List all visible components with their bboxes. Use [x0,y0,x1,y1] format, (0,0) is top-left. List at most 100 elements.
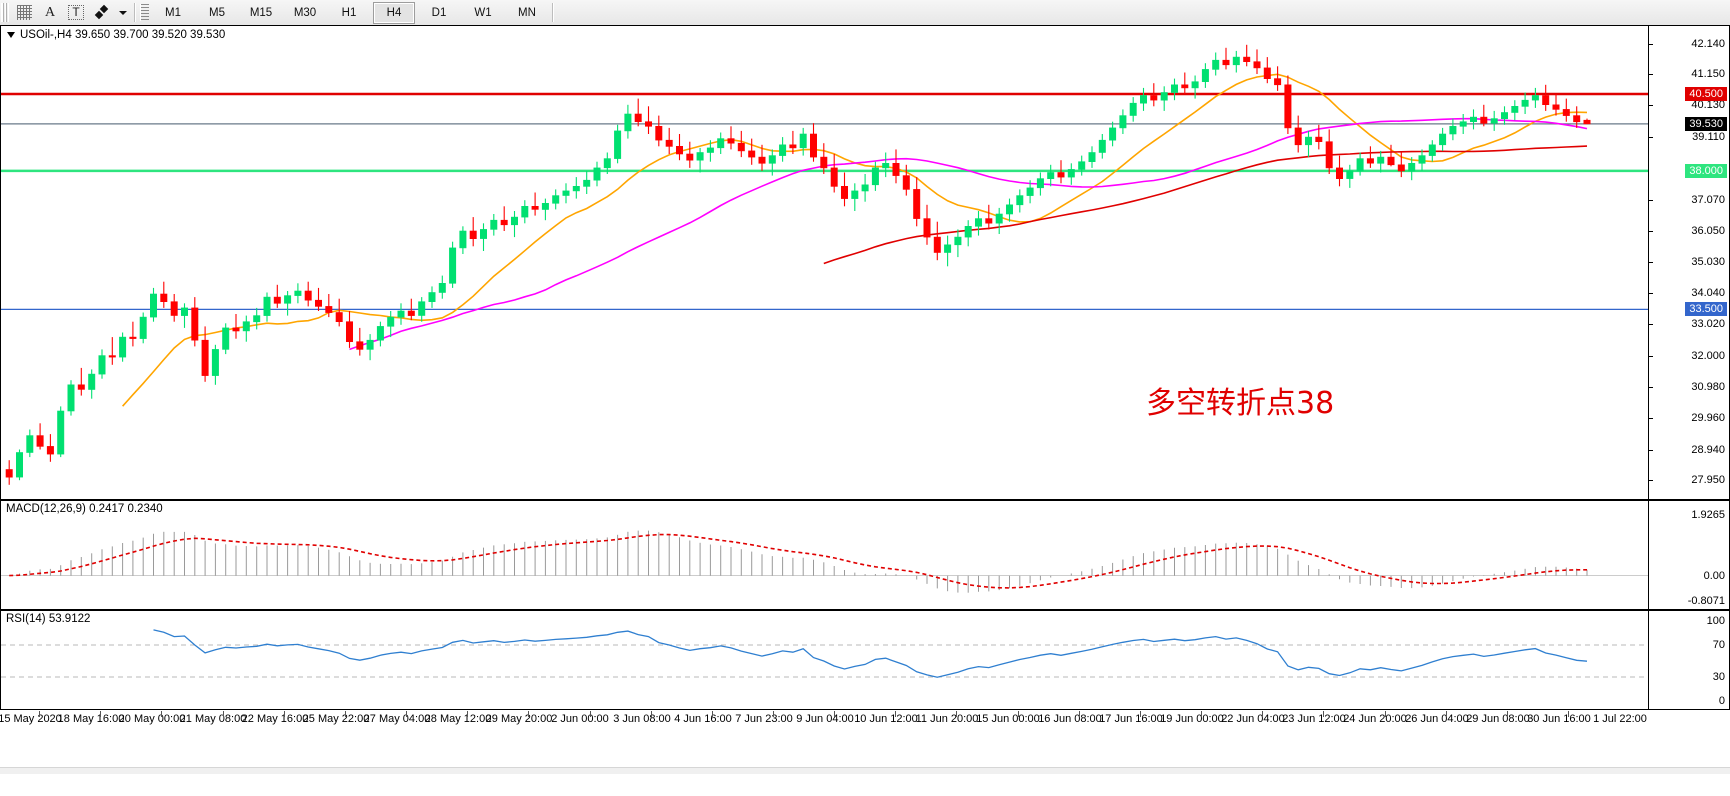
price-svg [1,44,1651,485]
macd-svg [1,530,1651,593]
time-tick-label: 30 Jun 16:00 [1527,713,1591,725]
time-tick-label: 2 Jun 00:00 [551,713,609,725]
collapse-triangle-icon[interactable] [7,32,15,38]
last-price-badge[interactable]: 39.530 [1685,116,1727,131]
price-tick [1649,262,1653,264]
price-tick [1649,105,1653,107]
time-tick [345,711,346,717]
time-tick [1446,711,1447,717]
time-tick [1385,711,1386,717]
price-tick-label: 34.040 [1691,286,1725,299]
price-tick-label: 37.070 [1691,193,1725,206]
time-tick [39,711,40,717]
time-tick [528,711,529,717]
timeframe-h1[interactable]: H1 [341,6,357,19]
time-tick-label: 29 Jun 08:00 [1466,713,1530,725]
time-tick [590,711,591,717]
price-tick-label: 39.110 [1692,130,1725,143]
price-tick-label: 42.140 [1691,37,1725,50]
rsi-tick-label: 70 [1712,639,1725,651]
price-tick [1649,387,1653,388]
time-tick [834,711,835,717]
time-tick [773,711,774,717]
macd-tick-label: 1.9265 [1691,509,1725,521]
timeframe-m30[interactable]: M30 [293,6,317,19]
symbol-quote: USOil-,H4 39.650 39.700 39.520 39.530 [7,29,225,41]
toolbar-divider-2 [552,3,554,22]
macd-tick-label: -0.8071 [1687,595,1725,607]
time-tick [161,711,162,717]
time-tick-label: 11 Jun 20:00 [915,713,979,725]
time-tick [651,711,652,717]
price-tick-label: 29.960 [1691,412,1725,425]
price-panel[interactable]: USOil-,H4 39.650 39.700 39.520 39.530 多空… [0,25,1730,500]
timeframe-d1[interactable]: D1 [431,6,447,19]
chart-annotation: 多空转折点38 [1146,386,1335,421]
time-tick-label: 15 Jun 00:00 [976,713,1040,725]
macd-y-axis[interactable]: 1.9265 0.00 -0.8071 [1648,501,1729,609]
time-tick [1323,711,1324,717]
time-tick-label: 19 Jun 00:00 [1160,713,1224,725]
price-tick [1649,480,1653,482]
time-tick-label: 16 Jun 08:00 [1038,713,1102,725]
price-tick [1649,355,1653,357]
time-tick-label: 18 May 16:00 [57,713,125,725]
time-tick [223,711,224,717]
chart-area: USOil-,H4 39.650 39.700 39.520 39.530 多空… [0,25,1730,796]
timeframe-w1[interactable]: W1 [474,6,492,19]
time-tick-label: 28 May 12:00 [424,713,492,725]
timeframe-m15[interactable]: M15 [249,6,273,19]
support-level-badge[interactable]: 38.000 [1685,163,1727,178]
time-tick-label: 22 Jun 04:00 [1221,713,1285,725]
price-tick-label: 35.030 [1691,256,1725,269]
timeframe-mn[interactable]: MN [518,6,536,19]
price-plot[interactable]: 多空转折点38 [1,26,1729,499]
time-tick-label: 22 May 16:00 [241,713,309,725]
timeframe-m1[interactable]: M1 [165,6,181,19]
time-tick-label: 21 May 08:00 [179,713,247,725]
toolbar-divider [134,3,136,22]
toolbar-grip[interactable] [1,3,9,22]
macd-plot[interactable] [1,501,1729,609]
price-y-axis[interactable]: 42.140 41.150 40.130 39.110 37.070 36.050 35.0… [1648,26,1729,499]
time-axis[interactable]: 15 May 2020 18 May 16:00 20 May 00:00 21 Ma… [0,711,1650,733]
macd-panel[interactable]: MACD(12,26,9) 0.2417 0.2340 1.9265 0.00 -0… [0,500,1730,610]
time-tick [1018,711,1019,717]
timeframe-grip[interactable] [140,4,149,21]
rsi-plot[interactable] [1,611,1729,709]
time-tick-label: 23 Jun 12:00 [1282,713,1346,725]
time-tick-label: 25 May 22:00 [302,713,370,725]
time-tick-label: 10 Jun 12:00 [854,713,918,725]
time-tick-label: 27 May 04:00 [363,713,431,725]
text-T-icon[interactable]: T [63,1,89,24]
lower-level-badge[interactable]: 33.500 [1685,302,1727,317]
timeframe-m5[interactable]: M5 [209,6,225,19]
rsi-y-axis[interactable]: 100 70 30 0 [1648,611,1729,709]
macd-tick-label: 0.00 [1703,569,1725,582]
time-tick-label: 3 Jun 08:00 [613,713,671,725]
price-tick [1649,231,1653,232]
resistance-level-badge[interactable]: 40.500 [1685,87,1727,101]
price-tick [1649,449,1653,451]
text-A-icon[interactable]: A [44,4,56,20]
horizontal-scrollbar[interactable] [0,767,1730,774]
timeframe-h4[interactable]: H4 [373,1,415,24]
price-tick-label: 32.000 [1691,349,1725,362]
toolbar: A T M1 M5 M15 M30 H1 H4 D1 W1 MN [0,0,1730,26]
objects-icon[interactable] [89,1,115,24]
time-tick [1140,711,1141,717]
time-tick [895,711,896,717]
time-tick-label: 9 Jun 04:00 [796,713,854,725]
dropdown-caret-icon[interactable] [115,1,131,24]
grid-icon[interactable] [11,1,37,24]
macd-label: MACD(12,26,9) 0.2417 0.2340 [6,503,163,515]
rsi-panel[interactable]: RSI(14) 53.9122 100 70 30 0 [0,610,1730,710]
time-tick-label: 17 Jun 16:00 [1099,713,1163,725]
time-tick [467,711,468,717]
price-tick [1649,136,1653,138]
price-tick-label: 27.950 [1691,474,1725,487]
time-tick-label: 29 May 20:00 [485,713,553,725]
time-tick-label: 4 Jun 16:00 [674,713,732,725]
rsi-tick-label: 30 [1712,671,1725,683]
time-tick [406,711,407,717]
